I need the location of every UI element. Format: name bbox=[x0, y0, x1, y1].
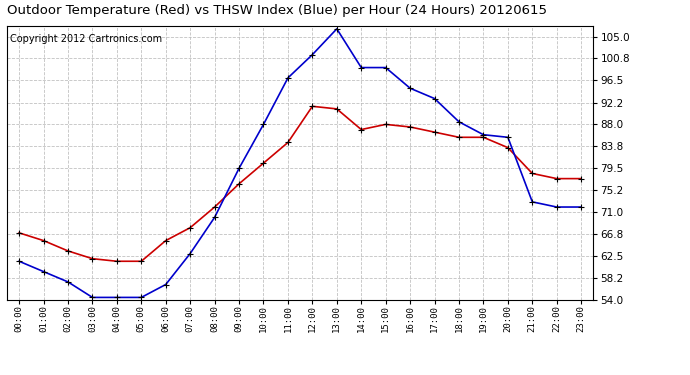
Text: Outdoor Temperature (Red) vs THSW Index (Blue) per Hour (24 Hours) 20120615: Outdoor Temperature (Red) vs THSW Index … bbox=[7, 4, 547, 17]
Text: Copyright 2012 Cartronics.com: Copyright 2012 Cartronics.com bbox=[10, 34, 162, 45]
